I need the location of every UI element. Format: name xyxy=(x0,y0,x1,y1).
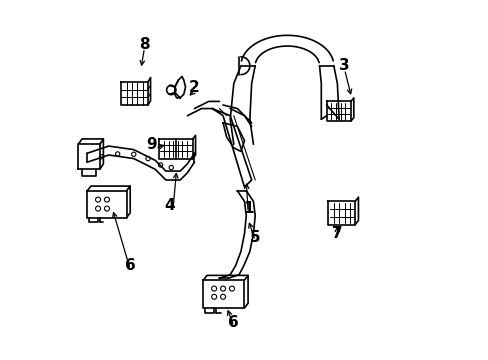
Text: 7: 7 xyxy=(331,226,342,241)
Text: 5: 5 xyxy=(249,230,260,245)
Text: 9: 9 xyxy=(146,137,157,152)
Text: 4: 4 xyxy=(164,198,174,212)
Text: 2: 2 xyxy=(189,80,200,95)
Text: 6: 6 xyxy=(228,315,239,330)
Text: 8: 8 xyxy=(139,37,149,52)
Text: 6: 6 xyxy=(124,258,135,273)
Text: 1: 1 xyxy=(243,201,253,216)
Text: 3: 3 xyxy=(339,58,349,73)
